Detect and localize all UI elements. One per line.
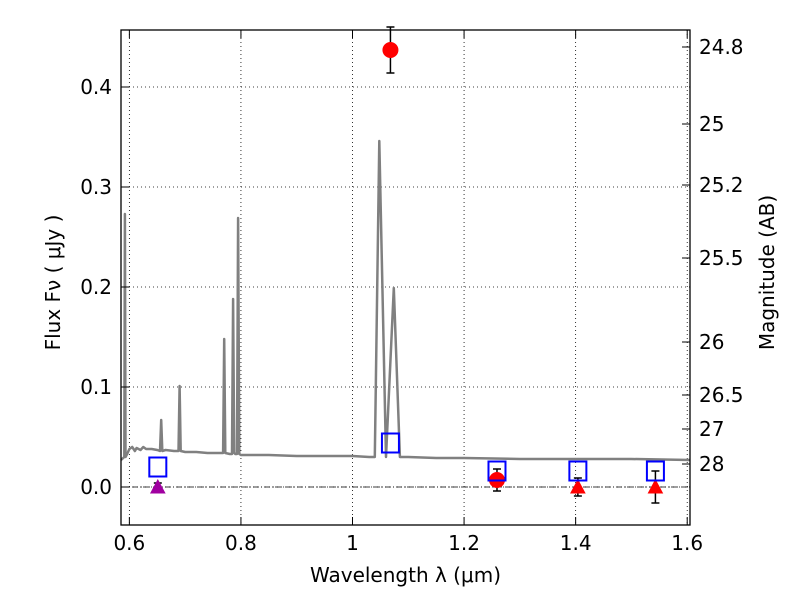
y2-axis-label: Magnitude (AB): [755, 195, 779, 350]
y2-tick-label: 25.5: [699, 246, 744, 270]
model-photometry-square: [645, 460, 665, 482]
y2-tick-label: 28: [699, 452, 724, 476]
y2-tick-label: 27: [699, 417, 724, 441]
x-tick-label: 1.6: [671, 531, 703, 555]
x-tick-label: 1.4: [560, 531, 592, 555]
axis-ticks: 0.6 0.8 1 1.2 1.4 1.6 0.0 0.1 0.2 0.3 0.4 24.8 25 25.…: [80, 30, 744, 555]
y2-tick-label: 26.5: [699, 383, 744, 407]
x-tick-label: 0.8: [225, 531, 257, 555]
y2-tick-label: 26: [699, 330, 724, 354]
detection-point: [382, 42, 399, 58]
x-axis-label: Wavelength λ (μm): [310, 563, 501, 587]
model-photometry-square: [568, 460, 588, 482]
model-spectrum: [120, 139, 691, 462]
model-photometry-square: [148, 456, 168, 478]
y-tick-label: 0.2: [80, 275, 112, 299]
upper-limit-triangle: [647, 478, 664, 494]
y-tick-label: 0.4: [80, 75, 112, 99]
plot-frame: [120, 29, 691, 526]
upper-limit-triangle: [570, 478, 586, 494]
y2-tick-label: 24.8: [699, 35, 744, 59]
y-tick-label: 0.3: [80, 175, 112, 199]
photometry-points: [148, 26, 665, 504]
y2-tick-label: 25.2: [699, 173, 744, 197]
spectrum-line: [120, 139, 691, 462]
y-axis-label: Flux Fν ( μJy ): [41, 215, 65, 351]
model-photometry-square: [487, 460, 507, 482]
y-tick-label: 0.1: [80, 375, 112, 399]
model-photometry-square: [380, 432, 400, 454]
x-tick-label: 0.6: [113, 531, 145, 555]
x-tick-label: 1: [346, 531, 359, 555]
y-tick-label: 0.0: [80, 475, 112, 499]
x-tick-label: 1.2: [448, 531, 480, 555]
grid: [121, 30, 690, 525]
y2-tick-label: 25: [699, 112, 724, 136]
upper-limit-triangle: [149, 478, 166, 494]
